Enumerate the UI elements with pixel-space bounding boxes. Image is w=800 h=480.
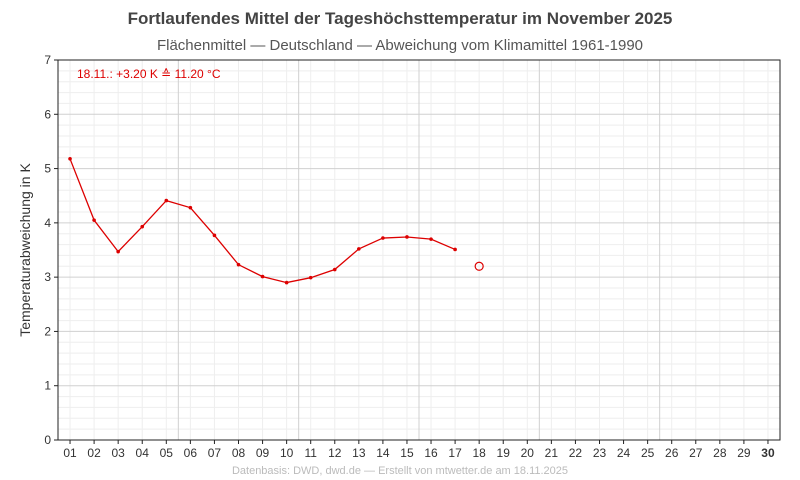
y-tick-label: 6 bbox=[44, 107, 51, 121]
x-tick-label: 14 bbox=[376, 446, 390, 460]
x-tick-label: 28 bbox=[713, 446, 727, 460]
x-tick-label: 18 bbox=[472, 446, 486, 460]
series-layer bbox=[68, 157, 484, 285]
data-point bbox=[116, 249, 120, 254]
x-tick-label: 20 bbox=[521, 446, 535, 460]
x-tick-label: 13 bbox=[352, 446, 366, 460]
data-point bbox=[140, 224, 145, 229]
x-tick-label: 27 bbox=[689, 446, 703, 460]
data-point bbox=[92, 218, 96, 222]
x-tick-label: 02 bbox=[87, 446, 101, 460]
x-tick-label: 26 bbox=[665, 446, 679, 460]
data-point bbox=[429, 237, 433, 241]
chart-title: Fortlaufendes Mittel der Tageshöchsttemp… bbox=[128, 9, 673, 28]
current-value-marker bbox=[474, 261, 484, 271]
x-tick-label: 29 bbox=[737, 446, 751, 460]
x-tick-label: 22 bbox=[569, 446, 583, 460]
data-point bbox=[188, 205, 193, 210]
data-point bbox=[405, 235, 409, 239]
y-tick-label: 4 bbox=[44, 216, 51, 230]
x-tick-label: 06 bbox=[184, 446, 198, 460]
plot-frame bbox=[57, 59, 781, 441]
x-tick-label: 04 bbox=[136, 446, 150, 460]
y-tick-label: 3 bbox=[44, 270, 51, 284]
data-point bbox=[212, 233, 217, 238]
data-point bbox=[381, 236, 385, 240]
x-tick-label: 25 bbox=[641, 446, 655, 460]
data-point bbox=[357, 247, 361, 251]
y-axis-ticks: 0 1 2 3 4 5 6 7 bbox=[44, 53, 58, 447]
data-point bbox=[260, 274, 265, 279]
x-tick-label: 19 bbox=[497, 446, 511, 460]
x-tick-label: 08 bbox=[232, 446, 246, 460]
data-point bbox=[164, 198, 169, 203]
y-tick-label: 1 bbox=[44, 379, 51, 393]
y-tick-label: 7 bbox=[44, 53, 51, 67]
x-tick-label: 24 bbox=[617, 446, 631, 460]
chart-subtitle: Flächenmittel — Deutschland — Abweichung… bbox=[157, 37, 643, 54]
x-tick-label: 12 bbox=[328, 446, 342, 460]
data-point bbox=[68, 157, 72, 161]
x-tick-label: 05 bbox=[160, 446, 174, 460]
x-tick-label: 10 bbox=[280, 446, 294, 460]
data-point bbox=[332, 267, 337, 272]
data-point bbox=[236, 262, 241, 267]
x-tick-label: 11 bbox=[304, 446, 317, 460]
x-tick-label: 03 bbox=[111, 446, 125, 460]
y-tick-label: 0 bbox=[44, 433, 51, 447]
x-tick-label: 09 bbox=[256, 446, 270, 460]
x-tick-label: 15 bbox=[400, 446, 414, 460]
x-tick-label: 21 bbox=[545, 446, 559, 460]
data-point bbox=[453, 247, 457, 252]
x-tick-label: 17 bbox=[448, 446, 462, 460]
x-tick-label: 07 bbox=[208, 446, 222, 460]
y-axis-label: Temperaturabweichung in K bbox=[17, 163, 33, 337]
x-tick-label: 16 bbox=[424, 446, 438, 460]
x-tick-label: 23 bbox=[593, 446, 607, 460]
footer-credit: Datenbasis: DWD, dwd.de — Erstellt von m… bbox=[232, 465, 568, 477]
data-point bbox=[308, 275, 313, 280]
x-tick-label: 01 bbox=[63, 446, 77, 460]
grid-layer bbox=[58, 59, 780, 441]
y-tick-label: 5 bbox=[44, 162, 51, 176]
current-value-annotation: 18.11.: +3.20 K ≙ 11.20 °C bbox=[77, 67, 221, 81]
x-tick-label: 30 bbox=[761, 446, 775, 460]
y-tick-label: 2 bbox=[44, 324, 51, 338]
data-point bbox=[284, 280, 289, 285]
x-axis-ticks: 01 02 03 04 05 06 07 08 09 10 11 12 13 14 15 16 17 18 19 20… bbox=[63, 440, 775, 460]
